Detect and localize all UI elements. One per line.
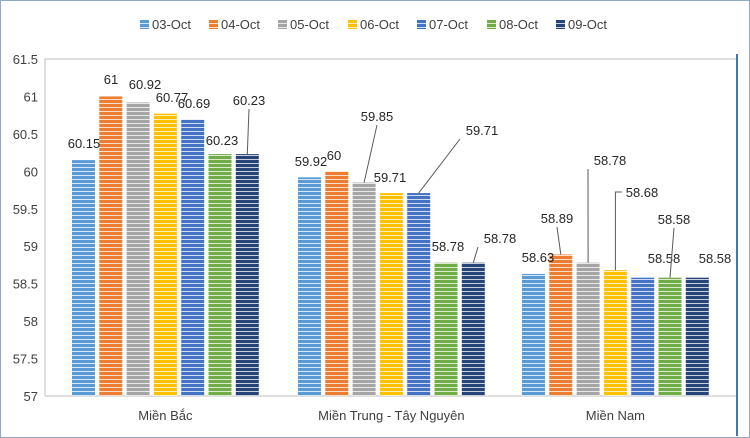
bar	[379, 193, 403, 396]
legend-item: 05-Oct	[278, 17, 329, 32]
data-label: 60	[327, 148, 341, 163]
legend-item: 03-Oct	[140, 17, 191, 32]
leader-line	[246, 108, 250, 155]
legend-label: 08-Oct	[499, 17, 538, 32]
leader-line	[669, 227, 675, 278]
data-label: 60.69	[178, 96, 211, 111]
data-label: 60.77	[156, 90, 189, 105]
legend-label: 04-Oct	[221, 17, 260, 32]
legend-label: 05-Oct	[290, 17, 329, 32]
bar	[434, 262, 458, 396]
legend-swatch	[278, 20, 287, 29]
bar	[461, 262, 485, 396]
y-tick-label: 58	[24, 314, 38, 329]
y-tick-label: 57.5	[13, 352, 38, 367]
y-tick-label: 58.5	[13, 277, 38, 292]
leader-line	[418, 138, 461, 194]
data-label: 59.71	[466, 123, 499, 138]
y-tick-label: 59	[24, 239, 38, 254]
data-label: 58.58	[658, 212, 691, 227]
bar	[603, 270, 627, 396]
bar	[298, 177, 321, 396]
bar	[99, 96, 123, 396]
legend-swatch	[556, 20, 565, 29]
bar	[352, 182, 376, 396]
data-label: 58.78	[484, 231, 517, 246]
y-tick-label: 61.5	[13, 52, 38, 67]
legend-item: 09-Oct	[556, 17, 607, 32]
data-label: 58.58	[648, 251, 681, 266]
bar	[235, 154, 259, 396]
bar	[522, 273, 545, 396]
legend-label: 03-Oct	[152, 17, 191, 32]
bar	[153, 113, 177, 397]
y-tick-label: 60.5	[13, 127, 38, 142]
leader-line	[556, 226, 562, 255]
category-label: Miền Bắc	[138, 408, 193, 423]
data-label: 58.78	[432, 239, 465, 254]
leader-line	[614, 191, 622, 271]
x-axis: Miền Bắc Miền Trung - Tây Nguyên Miền Nam	[138, 408, 645, 423]
legend-item: 07-Oct	[417, 17, 468, 32]
bar	[576, 262, 600, 396]
y-tick-label: 60	[24, 164, 38, 179]
data-label: 58.78	[594, 153, 627, 168]
data-label: 59.85	[361, 109, 394, 124]
data-label: 58.63	[522, 250, 555, 265]
bar	[658, 277, 682, 396]
bar	[325, 171, 349, 396]
legend-swatch	[487, 20, 496, 29]
y-tick-label: 57	[24, 389, 38, 404]
bar	[631, 277, 655, 396]
bar	[407, 193, 431, 396]
legend-item: 08-Oct	[487, 17, 538, 32]
legend-swatch	[140, 20, 149, 29]
legend-label: 09-Oct	[568, 17, 607, 32]
bar	[72, 160, 95, 396]
data-label: 59.71	[374, 170, 407, 185]
y-axis: 57 57.5 58 58.5 59 59.5 60 60.5 61 61.5	[13, 52, 738, 436]
legend-item: 04-Oct	[209, 17, 260, 32]
category-label: Miền Trung - Tây Nguyên	[318, 408, 464, 423]
legend-swatch	[348, 20, 357, 29]
legend-item: 06-Oct	[348, 17, 399, 32]
bar	[208, 154, 232, 396]
y-tick-label: 59.5	[13, 202, 38, 217]
bar	[685, 277, 709, 396]
data-label: 60.15	[68, 136, 101, 151]
data-label: 61	[104, 72, 118, 87]
category-label: Miền Nam	[586, 408, 645, 423]
bars	[72, 96, 709, 397]
bar	[549, 254, 573, 396]
legend: 03-Oct 04-Oct 05-Oct 06-Oct 07-Oct 08-Oct 09-O…	[140, 17, 607, 32]
data-label: 58.89	[541, 211, 574, 226]
leader-line	[363, 124, 378, 183]
bar	[126, 102, 150, 397]
leader-line	[472, 246, 479, 263]
data-label: 60.23	[233, 93, 266, 108]
data-label: 59.92	[295, 154, 328, 169]
data-label: 58.58	[699, 251, 732, 266]
legend-swatch	[209, 20, 218, 29]
data-label: 60.23	[206, 133, 239, 148]
y-tick-label: 61	[24, 89, 38, 104]
legend-swatch	[417, 20, 426, 29]
data-labels: 60.15 59.92 58.63 61 60 58.89 60.92 59.85 58.78 6…	[68, 72, 732, 278]
legend-label: 07-Oct	[429, 17, 468, 32]
bar	[181, 119, 205, 396]
data-label: 58.68	[626, 185, 659, 200]
data-label: 60.92	[129, 77, 162, 92]
legend-label: 06-Oct	[360, 17, 399, 32]
